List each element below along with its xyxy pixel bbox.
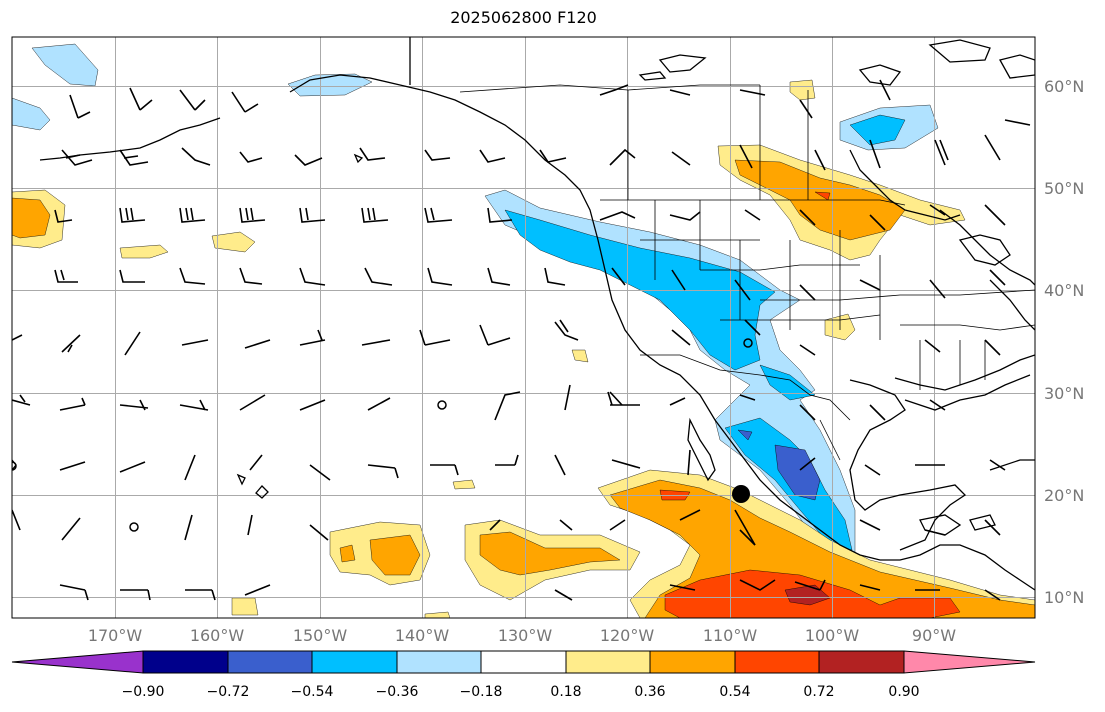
colorbar-bin xyxy=(396,650,482,674)
positive-anomaly-regions xyxy=(12,79,1035,618)
lon-label-130w: 130°W xyxy=(497,626,553,645)
colorbar-bin xyxy=(818,650,905,674)
lon-label-110w: 110°W xyxy=(702,626,758,645)
lon-label-120w: 120°W xyxy=(599,626,655,645)
colorbar xyxy=(11,650,1036,674)
lon-label-140w: 140°W xyxy=(394,626,450,645)
wind-barbs xyxy=(12,79,1031,601)
lon-label-100w: 100°W xyxy=(804,626,860,645)
colorbar-bin xyxy=(734,650,820,674)
colorbar-bin xyxy=(649,650,736,674)
colorbar-extend-max xyxy=(903,650,1036,674)
colorbar-tick: 0.18 xyxy=(550,684,582,700)
lon-label-90w: 90°W xyxy=(911,626,957,645)
lat-label-30n: 30°N xyxy=(1044,384,1085,403)
map-frame xyxy=(11,36,1036,619)
colorbar-bin xyxy=(227,650,313,674)
colorbar-tick: 0.90 xyxy=(888,684,920,700)
map-title: 2025062800 F120 xyxy=(450,8,597,27)
lat-label-60n: 60°N xyxy=(1044,77,1085,96)
country-borders xyxy=(459,84,1035,461)
colorbar-bin xyxy=(480,650,567,674)
lat-label-20n: 20°N xyxy=(1044,486,1085,505)
graticule xyxy=(12,37,1035,618)
colorbar-tick: 0.36 xyxy=(634,684,666,700)
negative-anomaly-regions xyxy=(12,43,939,561)
lon-label-150w: 150°W xyxy=(292,626,348,645)
colorbar-tick: −0.36 xyxy=(375,684,419,700)
colorbar-bin xyxy=(565,650,651,674)
lat-label-50n: 50°N xyxy=(1044,179,1085,198)
colorbar-tick: −0.72 xyxy=(206,684,250,700)
lon-label-160w: 160°W xyxy=(189,626,245,645)
calm-wind-circles xyxy=(12,338,753,532)
colorbar-tick: −0.54 xyxy=(290,684,334,700)
colorbar-tick: −0.18 xyxy=(459,684,503,700)
colorbar-tick: 0.72 xyxy=(803,684,835,700)
colorbar-bin xyxy=(311,650,398,674)
colorbar-tick: 0.54 xyxy=(719,684,751,700)
colorbar-extend-min xyxy=(11,650,144,674)
colorbar-tick: −0.90 xyxy=(121,684,165,700)
colorbar-bin xyxy=(142,650,229,674)
lat-label-10n: 10°N xyxy=(1044,588,1085,607)
lat-label-40n: 40°N xyxy=(1044,281,1085,300)
lon-label-170w: 170°W xyxy=(87,626,143,645)
location-marker xyxy=(732,485,750,503)
